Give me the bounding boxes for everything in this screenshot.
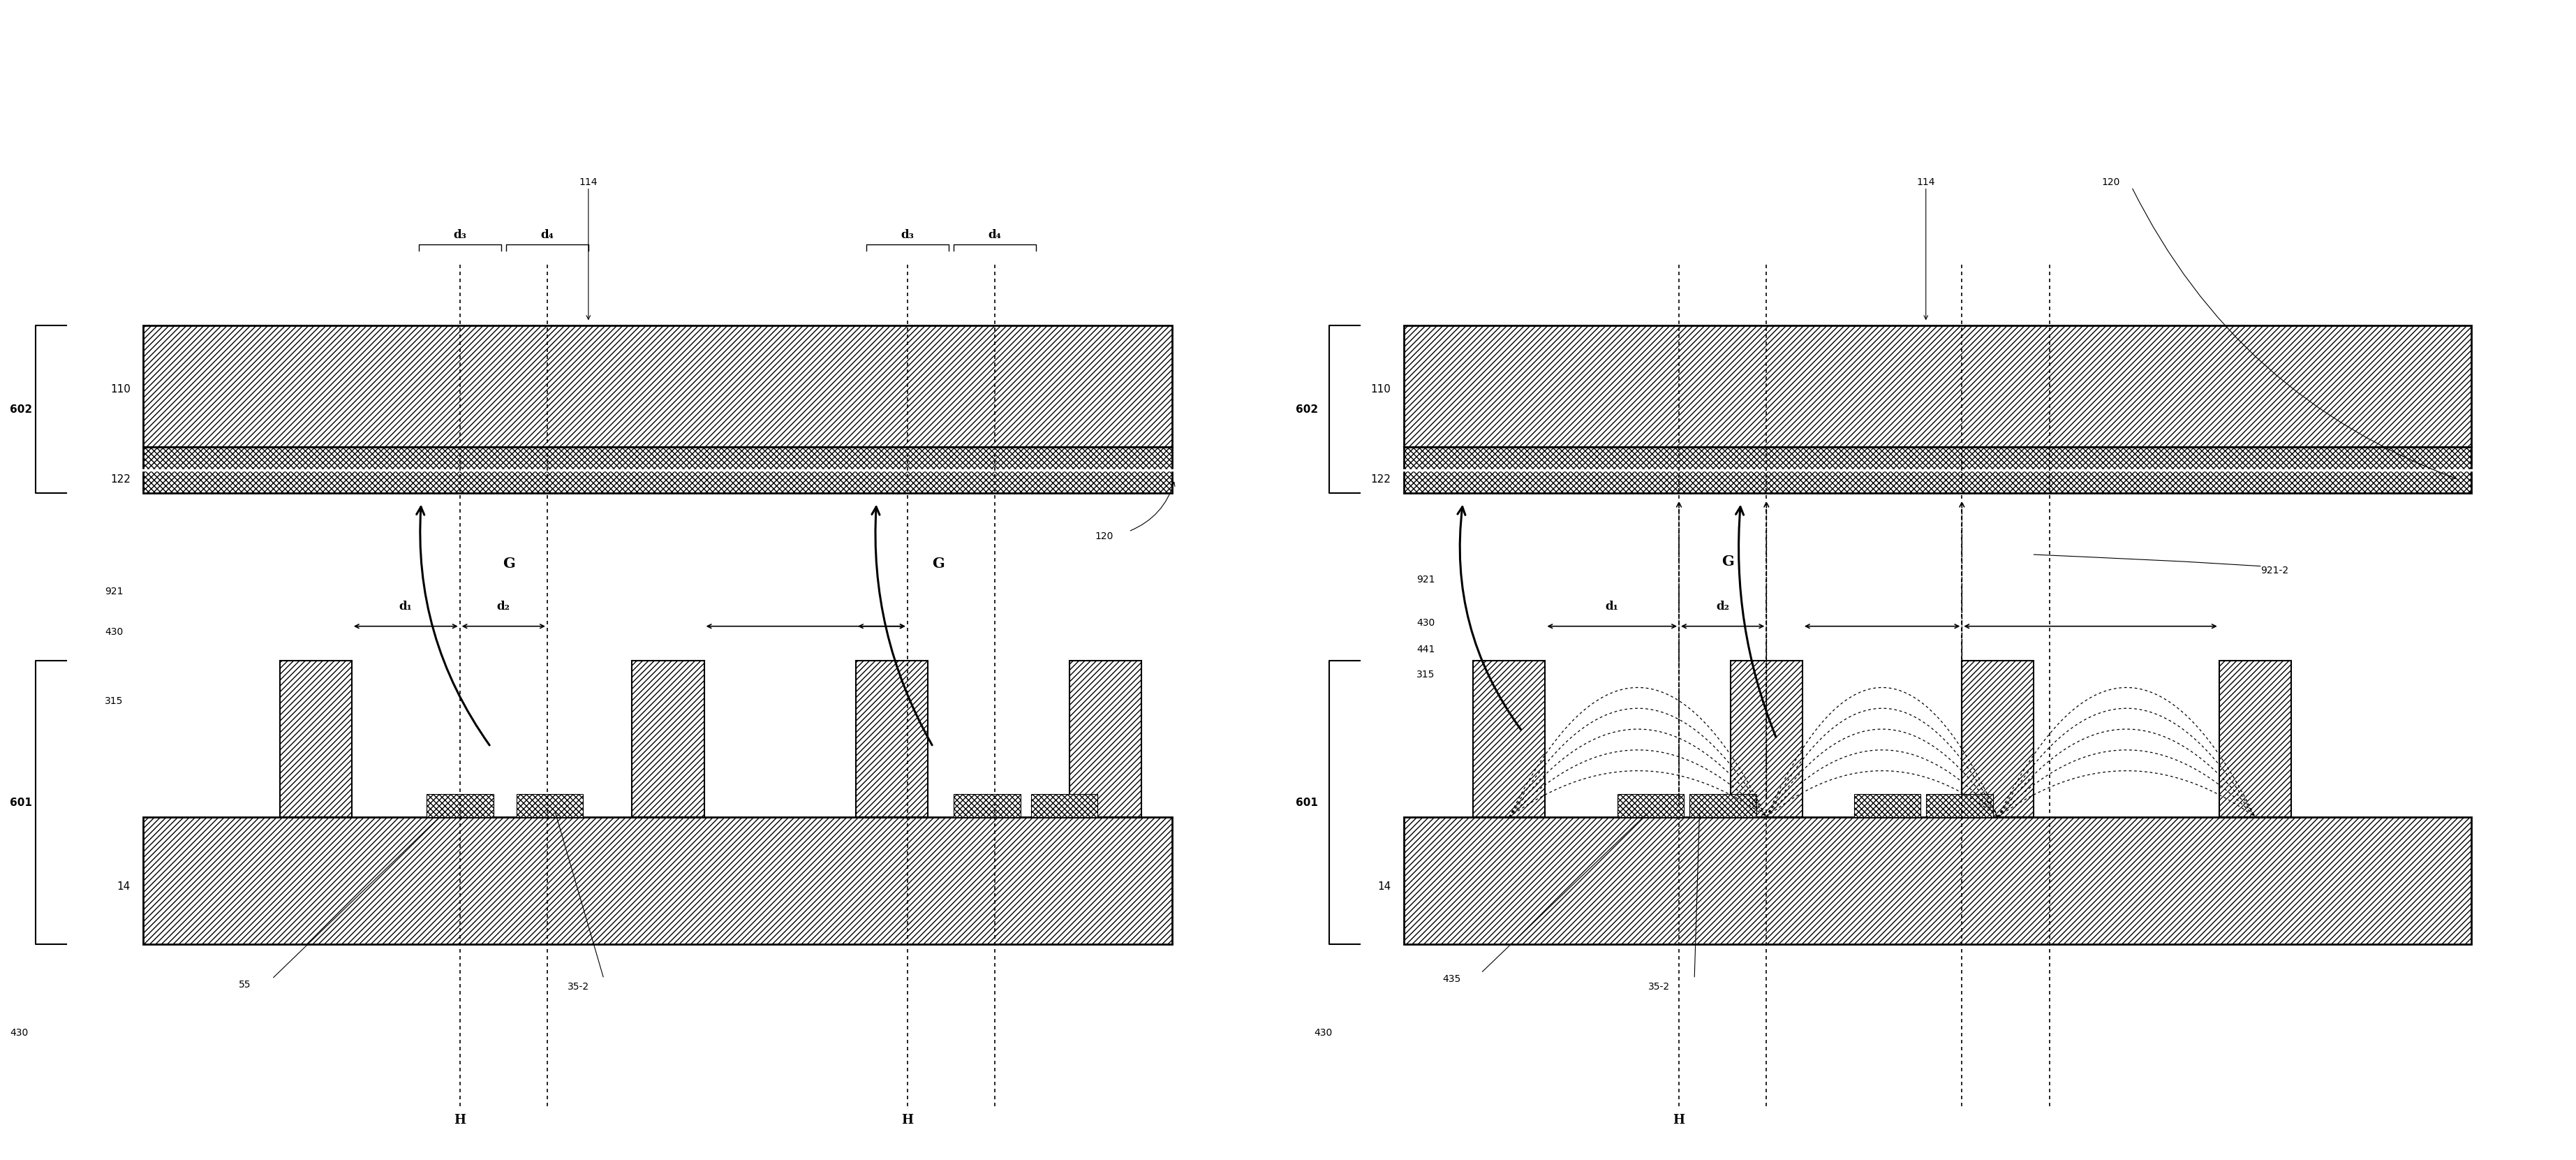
Text: G: G [1721, 554, 1734, 568]
Text: H: H [902, 1114, 914, 1126]
Text: 602: 602 [1296, 404, 1319, 415]
Bar [515, 793, 582, 817]
Text: 315: 315 [1417, 670, 1435, 680]
Bar [1404, 326, 2470, 447]
Text: 601: 601 [1296, 797, 1319, 807]
Text: d₃: d₃ [453, 230, 466, 241]
Text: H: H [1672, 1114, 1685, 1126]
Text: 315: 315 [106, 696, 124, 706]
Bar [1690, 793, 1757, 817]
Bar [1030, 793, 1097, 817]
Text: 35-2: 35-2 [1649, 983, 1669, 992]
Text: 114: 114 [1917, 177, 1935, 187]
Text: 602: 602 [10, 404, 31, 415]
Bar [1618, 793, 1685, 817]
Bar [1731, 661, 1803, 817]
Bar [953, 793, 1020, 817]
Text: G: G [933, 557, 945, 571]
Text: 110: 110 [111, 384, 131, 394]
Text: 14: 14 [1378, 882, 1391, 892]
Bar [1404, 817, 2470, 944]
Text: d₄: d₄ [989, 230, 1002, 241]
Text: G: G [502, 557, 515, 571]
Text: 14: 14 [116, 882, 131, 892]
Bar [1404, 447, 2470, 493]
Text: d₃: d₃ [902, 230, 914, 241]
Text: 122: 122 [1370, 474, 1391, 485]
Text: 430: 430 [1314, 1028, 1332, 1038]
Text: 601: 601 [10, 797, 31, 807]
Text: 921-2: 921-2 [2259, 566, 2287, 575]
Text: d₂: d₂ [1716, 601, 1728, 612]
Text: H: H [453, 1114, 466, 1126]
Text: 122: 122 [111, 474, 131, 485]
Text: 435: 435 [1443, 974, 1461, 984]
Bar [1855, 793, 1922, 817]
Bar [1927, 793, 1994, 817]
Bar [281, 661, 353, 817]
Text: 120: 120 [2102, 177, 2120, 187]
Text: d₄: d₄ [541, 230, 554, 241]
Bar [2218, 661, 2290, 817]
Text: 430: 430 [106, 628, 124, 637]
Text: 35-2: 35-2 [567, 983, 590, 992]
Bar [1069, 661, 1141, 817]
Bar [144, 326, 1172, 447]
Bar [144, 447, 1172, 493]
Text: 441: 441 [1417, 645, 1435, 654]
Text: 55: 55 [240, 980, 250, 989]
Bar [631, 661, 703, 817]
Text: 921: 921 [1417, 575, 1435, 585]
Bar [144, 817, 1172, 944]
Text: 110: 110 [1370, 384, 1391, 394]
Text: 120: 120 [1095, 531, 1113, 541]
Text: 921: 921 [106, 587, 124, 596]
Bar [1963, 661, 2035, 817]
Text: 114: 114 [580, 177, 598, 187]
Text: d₁: d₁ [1605, 601, 1618, 612]
Bar [855, 661, 927, 817]
Text: d₂: d₂ [497, 601, 510, 612]
Text: 430: 430 [10, 1028, 28, 1038]
Bar [428, 793, 492, 817]
Bar [1473, 661, 1546, 817]
Text: 430: 430 [1417, 618, 1435, 628]
Text: d₁: d₁ [399, 601, 412, 612]
